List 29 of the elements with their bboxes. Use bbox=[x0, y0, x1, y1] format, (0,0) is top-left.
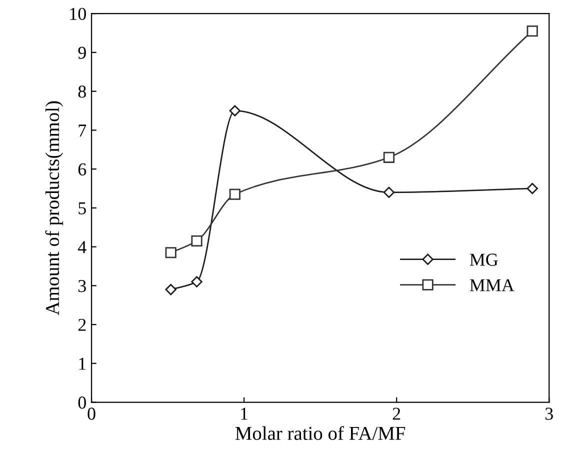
y-tick-label: 1 bbox=[79, 358, 86, 370]
x-tick-label: 3 bbox=[545, 408, 553, 420]
y-tick-label: 9 bbox=[78, 46, 86, 59]
x-tick-label: 1 bbox=[241, 408, 248, 420]
y-tick-label: 5 bbox=[78, 202, 86, 214]
point bbox=[526, 182, 538, 194]
y-tick-label: 3 bbox=[78, 280, 86, 292]
point bbox=[229, 105, 241, 116]
y-tick-label: 0 bbox=[78, 396, 86, 409]
y-tick-label: 2 bbox=[78, 318, 86, 331]
point bbox=[165, 247, 176, 258]
point bbox=[526, 25, 538, 37]
y-axis-title: Amount of products(mmol) bbox=[45, 101, 64, 316]
point bbox=[383, 186, 395, 198]
point bbox=[229, 188, 240, 200]
y-tick-label: 4 bbox=[78, 241, 86, 254]
point bbox=[165, 284, 176, 296]
y-tick-label: 6 bbox=[78, 163, 86, 176]
legend-label: MMA bbox=[470, 279, 514, 292]
y-tick-label: 8 bbox=[78, 86, 86, 98]
x-tick-label: 0 bbox=[88, 408, 96, 420]
legend-label: MG bbox=[470, 254, 498, 266]
point bbox=[383, 152, 395, 163]
y-tick-label: 7 bbox=[78, 124, 86, 136]
point bbox=[191, 235, 202, 247]
y-tick-label: 10 bbox=[70, 8, 86, 20]
point bbox=[191, 276, 202, 288]
x-axis-title: Molar ratio of FA/MF bbox=[235, 426, 406, 440]
x-tick-label: 2 bbox=[392, 408, 400, 420]
